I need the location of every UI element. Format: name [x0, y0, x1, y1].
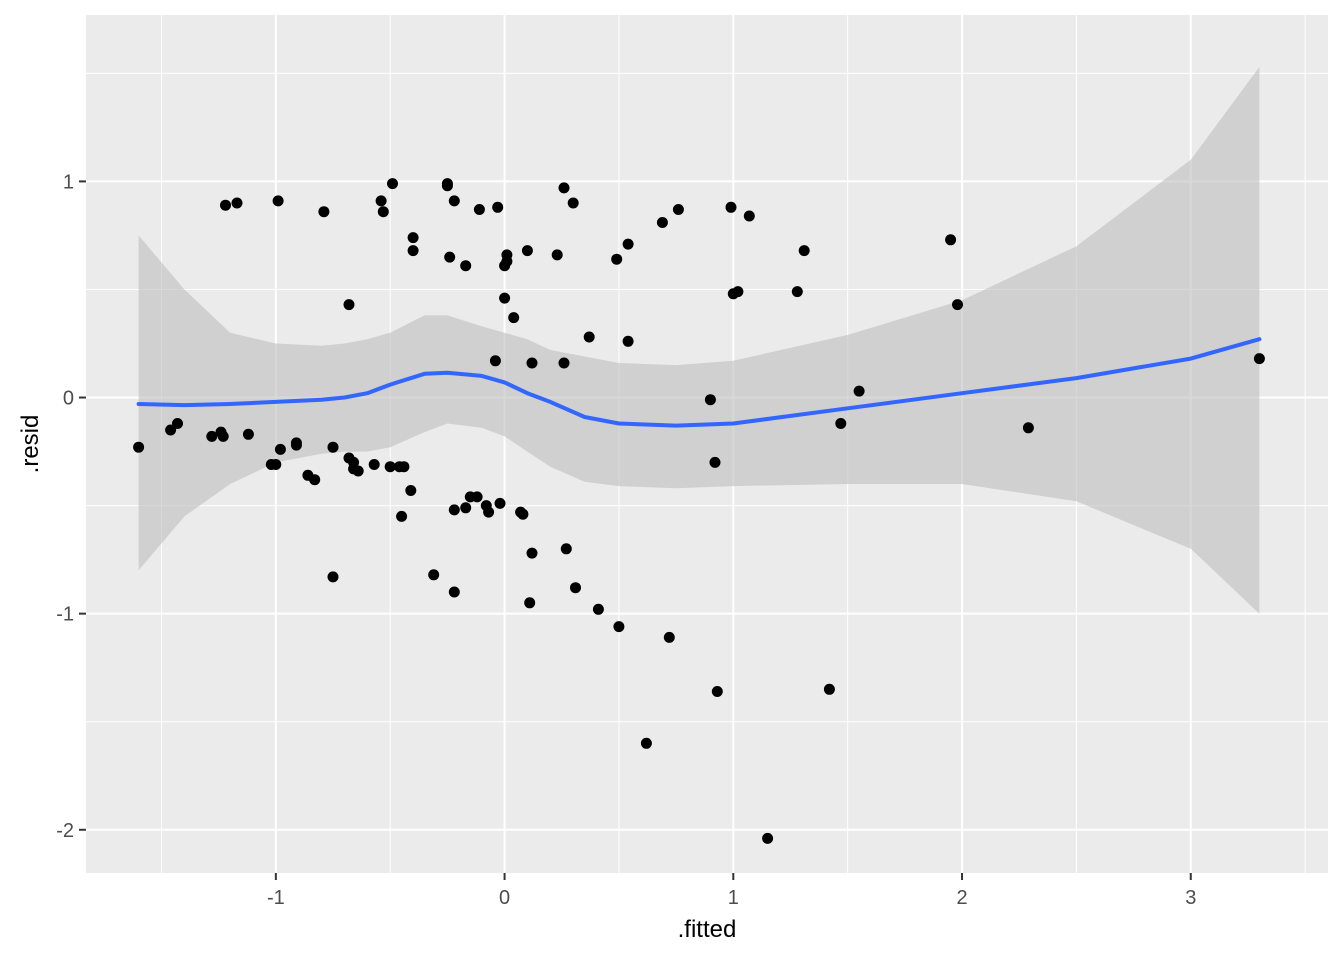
data-point [583, 331, 595, 343]
data-point [725, 201, 737, 213]
data-point [622, 335, 634, 347]
data-point [499, 292, 511, 304]
data-point [640, 737, 652, 749]
data-point [494, 497, 506, 509]
data-point [473, 204, 485, 215]
x-axis-ticks: -1 0 1 2 3 [267, 873, 1196, 909]
data-point [242, 428, 254, 440]
x-tick-label: -1 [267, 887, 285, 909]
y-tick-label: 0 [63, 388, 74, 410]
data-point [352, 465, 364, 477]
data-point [570, 582, 581, 594]
data-point [398, 461, 410, 473]
data-point [460, 260, 472, 272]
data-point [407, 245, 419, 257]
data-point [343, 299, 355, 311]
data-point [471, 491, 483, 503]
data-point [613, 621, 625, 633]
data-point [483, 506, 495, 518]
data-point [560, 543, 572, 555]
x-tick-label: 0 [499, 887, 510, 909]
data-point [318, 206, 330, 218]
confidence-band [138, 66, 1260, 614]
data-point [489, 355, 501, 367]
data-point [206, 430, 218, 442]
data-point [521, 245, 533, 257]
data-points [133, 178, 1265, 844]
data-point [501, 255, 513, 267]
data-point [375, 195, 387, 207]
data-point [762, 832, 774, 844]
data-point [1253, 353, 1265, 365]
data-point [611, 253, 623, 265]
data-point [945, 234, 957, 246]
data-point [272, 195, 284, 207]
data-point [524, 597, 536, 609]
data-point [732, 286, 744, 298]
data-point [172, 418, 183, 429]
data-point [823, 683, 835, 695]
data-point [492, 201, 504, 213]
data-point [592, 603, 604, 615]
y-tick-label: -2 [56, 820, 74, 842]
smooth-line [136, 337, 1262, 428]
y-axis-ticks: -2 -1 0 1 [56, 171, 86, 842]
data-point [622, 238, 634, 250]
y-tick-label: 1 [63, 171, 74, 193]
data-point [1022, 422, 1034, 434]
data-point [327, 441, 339, 453]
data-point [567, 197, 579, 209]
data-point [133, 441, 145, 453]
y-tick-label: -1 [56, 604, 74, 626]
data-point [407, 232, 419, 244]
data-point [517, 508, 529, 520]
data-point [656, 217, 668, 228]
data-point [165, 424, 177, 436]
data-point [460, 502, 472, 514]
data-point [290, 439, 302, 451]
data-point [220, 199, 231, 211]
data-point [377, 206, 389, 218]
data-point [448, 504, 460, 516]
x-tick-label: 3 [1185, 887, 1196, 909]
data-point [709, 456, 721, 468]
data-point [448, 195, 460, 207]
data-point [952, 299, 963, 311]
data-point [526, 547, 538, 559]
x-tick-label: 1 [728, 887, 739, 909]
data-point [231, 197, 243, 209]
x-axis-title: .fitted [678, 916, 737, 943]
data-point [835, 418, 847, 429]
data-point [526, 357, 538, 369]
data-point [853, 385, 865, 397]
data-point [396, 510, 408, 522]
data-point [551, 249, 563, 261]
data-point [743, 210, 755, 222]
data-point [508, 312, 520, 324]
data-point [274, 443, 286, 455]
x-tick-label: 2 [956, 887, 967, 909]
data-point [405, 485, 417, 496]
data-point [448, 586, 460, 598]
data-point [309, 474, 321, 486]
data-point [384, 461, 396, 473]
data-point [270, 459, 282, 470]
data-point [711, 686, 723, 697]
data-point [663, 631, 675, 643]
data-point [387, 178, 398, 190]
data-point [428, 569, 440, 581]
data-point [672, 204, 684, 215]
data-point [217, 430, 229, 442]
data-point [558, 357, 570, 369]
data-point [368, 459, 380, 470]
data-point [327, 571, 339, 583]
data-point [798, 245, 810, 257]
data-point [558, 182, 570, 194]
data-point [441, 180, 453, 192]
y-axis-title: .resid [17, 415, 44, 474]
data-point [704, 394, 716, 406]
data-point [791, 286, 803, 298]
data-point [444, 251, 456, 263]
